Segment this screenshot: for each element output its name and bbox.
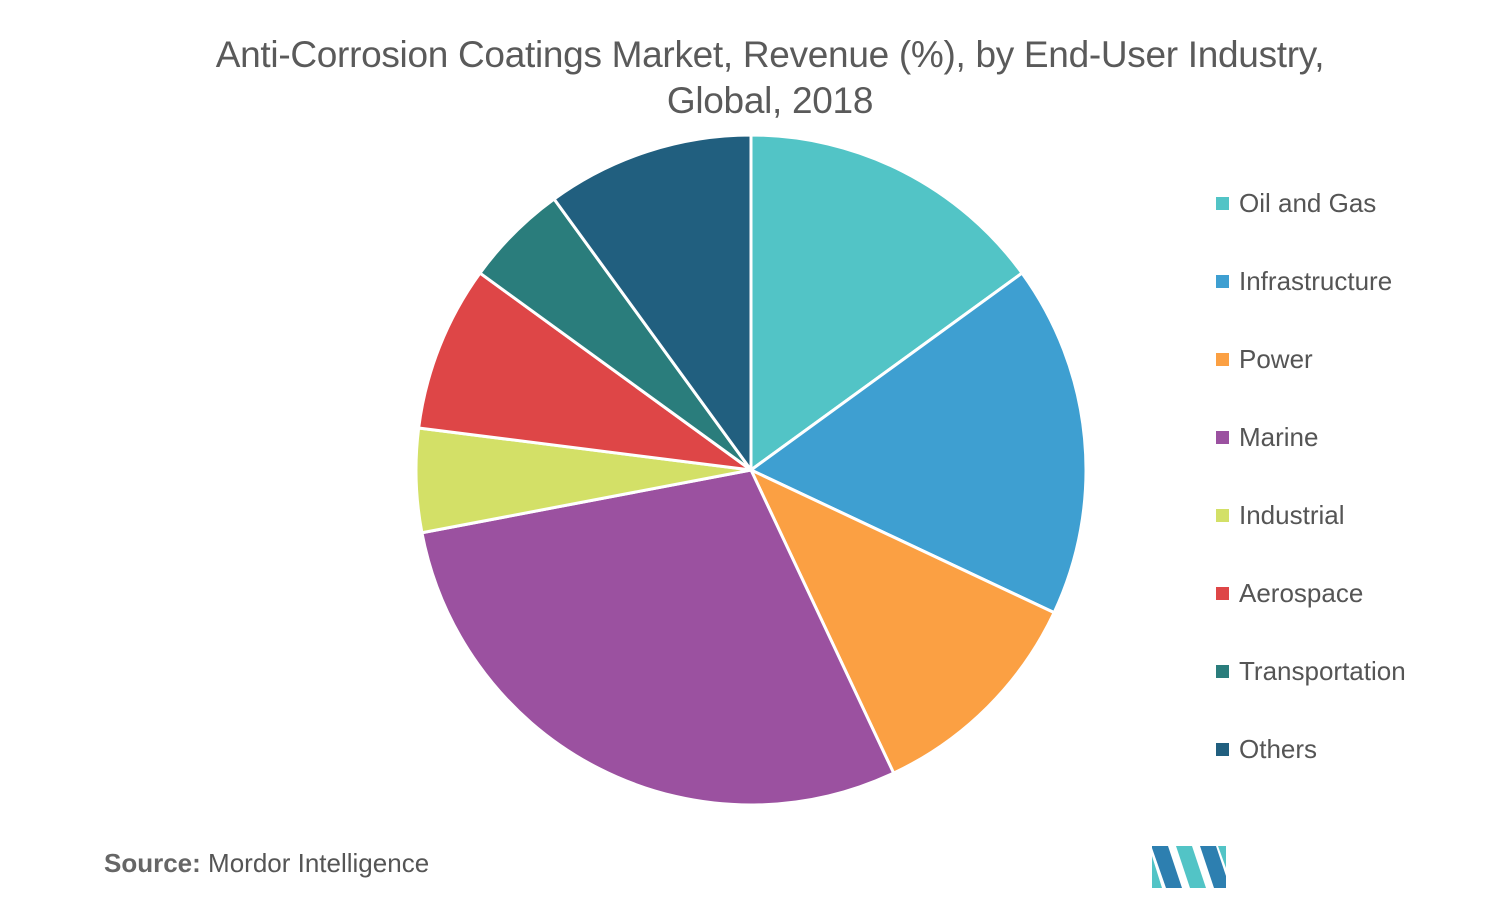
- legend-item-power: Power: [1216, 339, 1313, 379]
- legend-item-industrial: Industrial: [1216, 495, 1345, 535]
- chart-title: Anti-Corrosion Coatings Market, Revenue …: [150, 32, 1390, 124]
- legend-item-aerospace: Aerospace: [1216, 573, 1363, 613]
- legend-swatch-marine: [1216, 430, 1229, 444]
- legend-label-aerospace: Aerospace: [1239, 577, 1364, 608]
- legend-label-others: Others: [1239, 733, 1318, 764]
- source-text: Mordor Intelligence: [200, 848, 430, 878]
- source-prefix: Source:: [104, 848, 201, 878]
- chart-title-line-1: Anti-Corrosion Coatings Market, Revenue …: [215, 34, 1325, 75]
- pie-slice-power: [749, 468, 1056, 775]
- legend-swatch-industrial: [1216, 508, 1229, 522]
- legend-swatch-power: [1216, 352, 1229, 366]
- legend-item-marine: Marine: [1216, 417, 1318, 457]
- pie-slice-oil-and-gas: [749, 133, 1024, 472]
- logo-shape-left-bar: [1152, 856, 1162, 888]
- mordor-intelligence-logo: [1152, 846, 1226, 893]
- legend-item-oil-and-gas: Oil and Gas: [1216, 183, 1376, 223]
- legend-swatch-transportation: [1216, 664, 1229, 678]
- logo-shape-right: [1200, 846, 1226, 888]
- legend-swatch-others: [1216, 742, 1229, 756]
- pie-slice-infrastructure: [749, 271, 1088, 615]
- pie-slice-marine: [420, 468, 896, 807]
- legend-label-transportation: Transportation: [1239, 655, 1406, 686]
- legend-item-transportation: Transportation: [1216, 651, 1406, 691]
- legend-swatch-infrastructure: [1216, 274, 1229, 288]
- legend-label-industrial: Industrial: [1239, 499, 1345, 530]
- legend-swatch-aerospace: [1216, 586, 1229, 600]
- logo-shape-left: [1152, 846, 1182, 888]
- legend-label-power: Power: [1239, 343, 1313, 374]
- legend-item-infrastructure: Infrastructure: [1216, 261, 1392, 301]
- logo-shape-right-bar: [1218, 846, 1226, 868]
- legend-label-marine: Marine: [1239, 421, 1319, 452]
- legend-label-oil-and-gas: Oil and Gas: [1239, 187, 1377, 218]
- chart-title-line-2: Global, 2018: [666, 80, 874, 121]
- logo-shape-mid: [1176, 846, 1206, 888]
- pie-slices: [414, 133, 1088, 807]
- legend-label-infrastructure: Infrastructure: [1239, 265, 1393, 296]
- pie-slice-others: [552, 133, 753, 472]
- source-note: Source: Mordor Intelligence: [104, 848, 429, 879]
- legend-swatch-oil-and-gas: [1216, 196, 1229, 210]
- legend-item-others: Others: [1216, 729, 1317, 769]
- pie-slice-aerospace: [417, 271, 753, 472]
